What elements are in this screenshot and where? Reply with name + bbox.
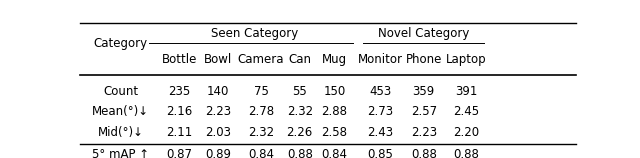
Text: 0.88: 0.88 [287,148,313,158]
Text: Count: Count [103,85,138,98]
Text: 359: 359 [413,85,435,98]
Text: Mid(°)↓: Mid(°)↓ [98,126,143,139]
Text: Camera: Camera [238,53,284,66]
Text: 235: 235 [168,85,190,98]
Text: Bottle: Bottle [161,53,197,66]
Text: 0.84: 0.84 [248,148,274,158]
Text: 391: 391 [454,85,477,98]
Text: 75: 75 [253,85,268,98]
Text: Monitor: Monitor [358,53,403,66]
Text: 2.88: 2.88 [321,105,348,118]
Text: 453: 453 [369,85,391,98]
Text: 0.88: 0.88 [411,148,436,158]
Text: 2.45: 2.45 [453,105,479,118]
Text: 2.32: 2.32 [287,105,313,118]
Text: Category: Category [93,37,148,50]
Text: Can: Can [288,53,311,66]
Text: 2.23: 2.23 [411,126,436,139]
Text: Laptop: Laptop [445,53,486,66]
Text: Novel Category: Novel Category [378,27,469,40]
Text: Mug: Mug [322,53,347,66]
Text: Mean(°)↓: Mean(°)↓ [92,105,149,118]
Text: 150: 150 [323,85,346,98]
Text: Phone: Phone [406,53,442,66]
Text: 0.85: 0.85 [367,148,393,158]
Text: 2.03: 2.03 [205,126,231,139]
Text: 2.26: 2.26 [287,126,313,139]
Text: 2.43: 2.43 [367,126,393,139]
Text: 2.73: 2.73 [367,105,393,118]
Text: 2.23: 2.23 [205,105,231,118]
Text: 2.11: 2.11 [166,126,193,139]
Text: 55: 55 [292,85,307,98]
Text: 5° mAP ↑: 5° mAP ↑ [92,148,149,158]
Text: 140: 140 [207,85,229,98]
Text: 0.89: 0.89 [205,148,231,158]
Text: 0.88: 0.88 [453,148,479,158]
Text: Bowl: Bowl [204,53,232,66]
Text: 2.78: 2.78 [248,105,274,118]
Text: 2.58: 2.58 [321,126,348,139]
Text: 0.84: 0.84 [321,148,348,158]
Text: 0.87: 0.87 [166,148,192,158]
Text: 2.16: 2.16 [166,105,193,118]
Text: Seen Category: Seen Category [211,27,298,40]
Text: 2.32: 2.32 [248,126,274,139]
Text: 2.57: 2.57 [411,105,436,118]
Text: 2.20: 2.20 [453,126,479,139]
